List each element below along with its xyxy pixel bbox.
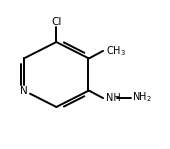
Text: N: N <box>20 86 28 96</box>
Text: NH: NH <box>106 93 120 103</box>
Text: CH$_3$: CH$_3$ <box>106 44 126 58</box>
Text: NH$_2$: NH$_2$ <box>132 90 152 104</box>
Text: Cl: Cl <box>51 17 62 27</box>
